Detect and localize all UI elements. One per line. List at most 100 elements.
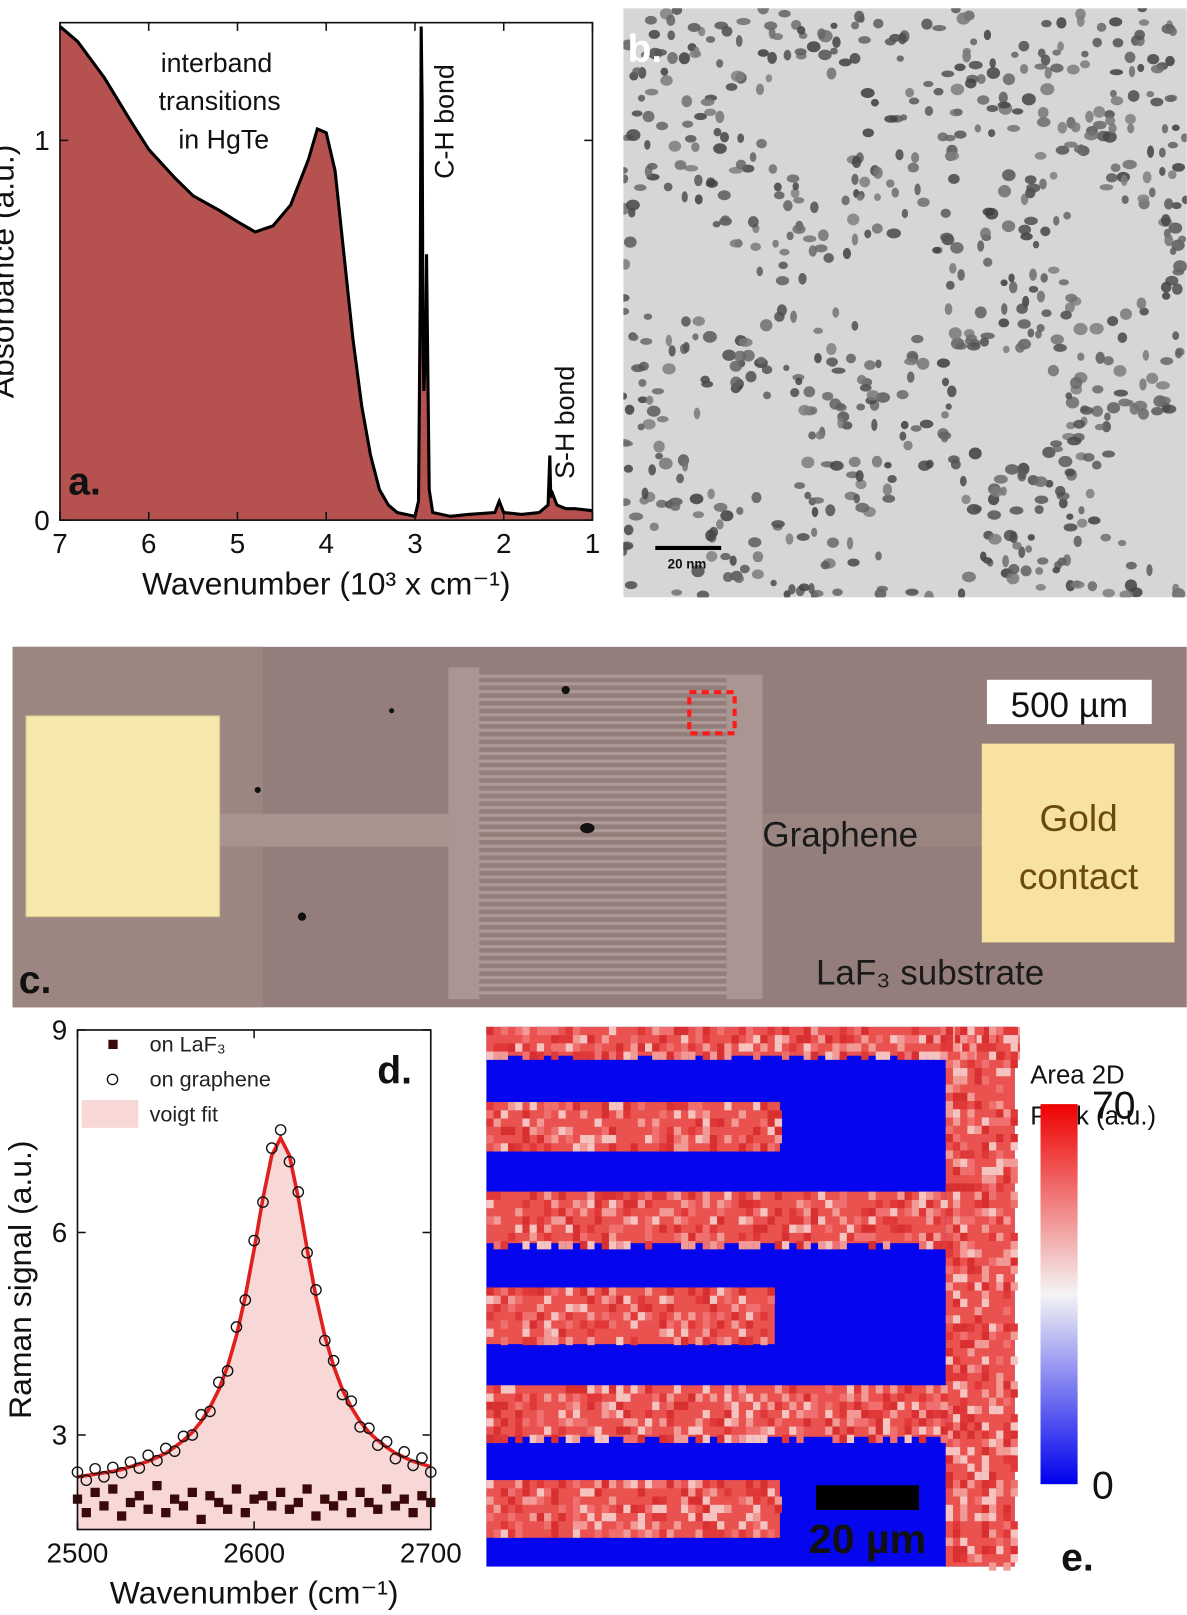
map-pixel bbox=[709, 1118, 718, 1127]
particle bbox=[1087, 516, 1101, 525]
map-pixel bbox=[544, 1336, 552, 1346]
particle bbox=[1147, 53, 1160, 65]
particle bbox=[1058, 498, 1068, 509]
legend-marker bbox=[108, 1039, 118, 1050]
particle bbox=[884, 38, 896, 46]
map-pixel bbox=[544, 1026, 552, 1036]
point bbox=[354, 1421, 366, 1433]
map-pixel bbox=[702, 1521, 710, 1530]
map-pixel bbox=[974, 1315, 982, 1324]
map-pixel bbox=[702, 1051, 710, 1060]
map-pixel bbox=[955, 1035, 963, 1044]
map-pixel bbox=[926, 1232, 934, 1242]
map-pixel bbox=[738, 1232, 746, 1242]
particle bbox=[1125, 561, 1137, 570]
map-pixel bbox=[731, 1320, 739, 1329]
map-pixel bbox=[774, 1135, 782, 1144]
map-pixel bbox=[486, 1312, 494, 1321]
map-pixel bbox=[854, 1410, 862, 1419]
map-pixel bbox=[616, 1521, 624, 1530]
map-pixel bbox=[868, 1401, 876, 1411]
map-pixel bbox=[803, 1241, 811, 1250]
particle bbox=[1040, 54, 1051, 66]
map-pixel bbox=[981, 1208, 990, 1217]
map-pixel bbox=[601, 1504, 609, 1514]
particle bbox=[855, 479, 867, 490]
map-pixel bbox=[717, 1241, 725, 1250]
map-pixel bbox=[952, 1422, 961, 1431]
map-pixel bbox=[981, 1331, 990, 1340]
map-pixel bbox=[695, 1513, 703, 1522]
map-pixel bbox=[601, 1208, 609, 1217]
map-pixel bbox=[702, 1110, 710, 1119]
map-pixel bbox=[630, 1051, 638, 1060]
map-pixel bbox=[695, 1295, 703, 1304]
map-pixel bbox=[536, 1216, 545, 1225]
map-pixel bbox=[515, 1102, 523, 1111]
map-pixel bbox=[981, 1463, 990, 1472]
map-pixel bbox=[945, 1208, 953, 1217]
panel-c: 500 µm Graphene Gold contact LaF₃ substr… bbox=[12, 646, 1187, 1008]
map-pixel bbox=[960, 1422, 968, 1431]
map-pixel bbox=[681, 1320, 689, 1329]
particle bbox=[1172, 331, 1180, 341]
particle bbox=[623, 259, 631, 270]
map-pixel bbox=[695, 1336, 703, 1346]
map-pixel bbox=[681, 1216, 689, 1225]
point bbox=[292, 1186, 305, 1198]
map-pixel bbox=[500, 1529, 509, 1538]
particle bbox=[1011, 108, 1024, 115]
colorbar-title: Area 2D bbox=[1030, 1062, 1124, 1090]
particle bbox=[660, 67, 669, 76]
map-pixel bbox=[522, 1328, 530, 1337]
map-pixel bbox=[673, 1051, 682, 1060]
map-pixel bbox=[508, 1488, 516, 1497]
particle bbox=[1137, 194, 1150, 203]
map-pixel bbox=[637, 1303, 645, 1313]
map-pixel bbox=[967, 1339, 975, 1349]
map-pixel bbox=[565, 1241, 573, 1250]
map-pixel bbox=[551, 1287, 559, 1296]
particle bbox=[628, 512, 644, 521]
map-pixel bbox=[933, 1241, 941, 1250]
map-pixel bbox=[630, 1035, 638, 1044]
particle bbox=[1137, 63, 1145, 73]
map-pixel bbox=[861, 1208, 869, 1217]
particle bbox=[745, 371, 757, 383]
particle bbox=[644, 139, 651, 150]
map-pixel bbox=[904, 1434, 912, 1443]
map-pixel bbox=[945, 1364, 953, 1373]
map-pixel bbox=[594, 1385, 602, 1394]
finger bbox=[479, 759, 727, 763]
particle bbox=[667, 51, 678, 65]
map-pixel bbox=[745, 1199, 754, 1209]
particle bbox=[1028, 285, 1039, 293]
map-pixel bbox=[508, 1043, 516, 1052]
particle bbox=[1037, 106, 1049, 119]
map-pixel bbox=[933, 1401, 941, 1411]
particle bbox=[989, 58, 996, 68]
point bbox=[89, 1462, 101, 1475]
map-pixel bbox=[493, 1529, 501, 1538]
map-pixel bbox=[594, 1043, 602, 1052]
map-pixel bbox=[974, 1307, 982, 1316]
map-pixel bbox=[774, 1126, 782, 1136]
particle bbox=[1164, 198, 1174, 210]
particle bbox=[941, 434, 949, 443]
map-pixel bbox=[1003, 1166, 1011, 1176]
map-pixel bbox=[572, 1385, 581, 1394]
map-pixel bbox=[666, 1026, 674, 1036]
map-pixel bbox=[565, 1026, 573, 1036]
point bbox=[249, 1494, 259, 1504]
map-pixel bbox=[960, 1101, 968, 1110]
map-pixel bbox=[486, 1026, 494, 1036]
particle bbox=[884, 115, 898, 123]
map-pixel bbox=[1003, 1397, 1011, 1406]
map-pixel bbox=[846, 1385, 855, 1394]
particle bbox=[832, 588, 843, 596]
map-pixel bbox=[1010, 1051, 1018, 1060]
map-pixel bbox=[960, 1026, 968, 1036]
particle bbox=[983, 257, 993, 267]
particle bbox=[1112, 38, 1124, 48]
particle bbox=[796, 26, 806, 35]
